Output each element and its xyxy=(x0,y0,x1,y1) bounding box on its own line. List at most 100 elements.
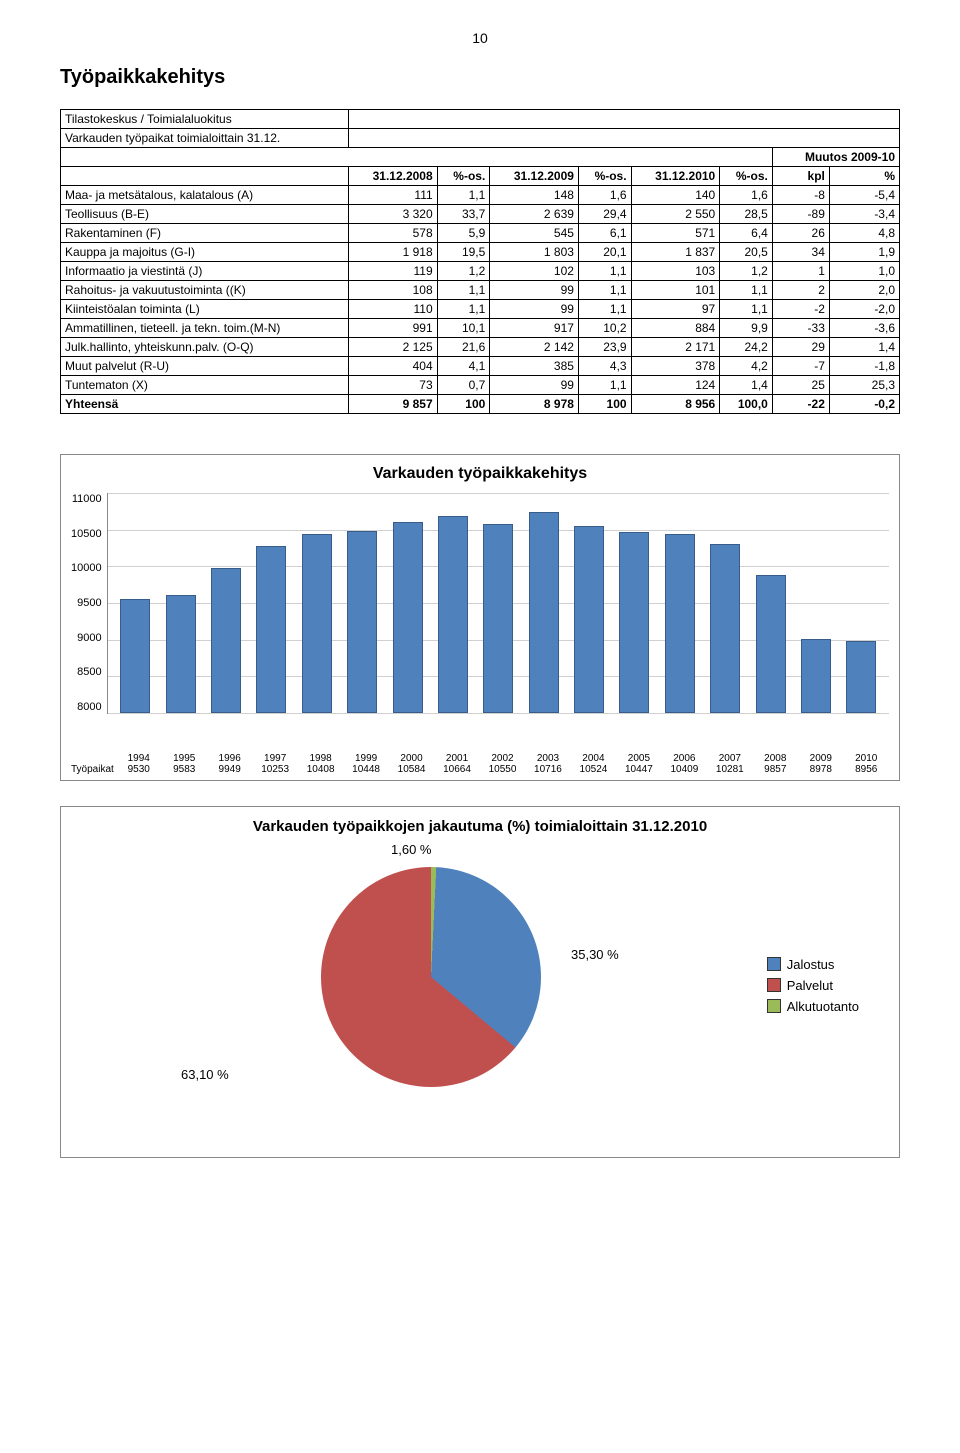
data-table: Tilastokeskus / Toimialaluokitus Varkaud… xyxy=(60,109,900,414)
cell: -5,4 xyxy=(829,186,899,205)
y-tick: 10000 xyxy=(71,562,102,574)
bar xyxy=(438,516,468,713)
x-year: 2010 xyxy=(851,753,881,764)
cell: 1,1 xyxy=(437,186,490,205)
col-header: 31.12.2010 xyxy=(631,167,720,186)
legend-swatch xyxy=(767,999,781,1013)
total-cell: 8 956 xyxy=(631,395,720,414)
col-header: %-os. xyxy=(720,167,773,186)
pie-label: 35,30 % xyxy=(571,947,619,962)
x-year: 2002 xyxy=(487,753,517,764)
cell: 29,4 xyxy=(578,205,631,224)
cell: 111 xyxy=(349,186,438,205)
total-cell: 100 xyxy=(578,395,631,414)
x-value: 10664 xyxy=(442,764,472,775)
cell: 23,9 xyxy=(578,338,631,357)
bar-chart: Varkauden työpaikkakehitys 1100010500100… xyxy=(60,454,900,781)
cell: 148 xyxy=(490,186,579,205)
cell: 4,1 xyxy=(437,357,490,376)
x-year: 1994 xyxy=(124,753,154,764)
legend-label: Jalostus xyxy=(787,957,835,972)
col-header: kpl xyxy=(772,167,829,186)
cell: 2 171 xyxy=(631,338,720,357)
row-label: Muut palvelut (R-U) xyxy=(61,357,349,376)
row-label: Kauppa ja majoitus (G-I) xyxy=(61,243,349,262)
cell: 917 xyxy=(490,319,579,338)
x-year: 2008 xyxy=(760,753,790,764)
x-year: 1998 xyxy=(306,753,336,764)
y-tick: 9500 xyxy=(77,597,101,609)
legend: Jalostus Palvelut Alkutuotanto xyxy=(767,957,859,1020)
cell: 34 xyxy=(772,243,829,262)
col-header: 31.12.2008 xyxy=(349,167,438,186)
cell: 29 xyxy=(772,338,829,357)
legend-item: Jalostus xyxy=(767,957,859,972)
cell: 102 xyxy=(490,262,579,281)
x-value: 10584 xyxy=(397,764,427,775)
cell: 10,2 xyxy=(578,319,631,338)
y-tick: 8500 xyxy=(77,666,101,678)
cell: -3,6 xyxy=(829,319,899,338)
series-label: Työpaikat xyxy=(71,764,116,775)
cell: 26 xyxy=(772,224,829,243)
y-tick: 10500 xyxy=(71,528,102,540)
total-cell: 9 857 xyxy=(349,395,438,414)
col-header: %-os. xyxy=(578,167,631,186)
table-meta: Varkauden työpaikat toimialoittain 31.12… xyxy=(61,129,349,148)
legend-item: Alkutuotanto xyxy=(767,999,859,1014)
cell: 108 xyxy=(349,281,438,300)
y-tick: 11000 xyxy=(72,493,102,505)
cell: 1,1 xyxy=(437,300,490,319)
total-cell: -0,2 xyxy=(829,395,899,414)
cell: 2 550 xyxy=(631,205,720,224)
cell: 20,5 xyxy=(720,243,773,262)
row-label: Rahoitus- ja vakuutustoiminta ((K) xyxy=(61,281,349,300)
x-year: 2003 xyxy=(533,753,563,764)
x-year: 2007 xyxy=(715,753,745,764)
x-value: 8956 xyxy=(851,764,881,775)
cell: 571 xyxy=(631,224,720,243)
col-header: 31.12.2009 xyxy=(490,167,579,186)
cell: 884 xyxy=(631,319,720,338)
row-label: Kiinteistöalan toiminta (L) xyxy=(61,300,349,319)
pie-label: 63,10 % xyxy=(181,1067,229,1082)
total-cell: -22 xyxy=(772,395,829,414)
legend-label: Alkutuotanto xyxy=(787,999,859,1014)
x-year: 1997 xyxy=(260,753,290,764)
bar xyxy=(619,532,649,713)
row-label: Informaatio ja viestintä (J) xyxy=(61,262,349,281)
x-value: 10524 xyxy=(578,764,608,775)
cell: 6,1 xyxy=(578,224,631,243)
cell: 0,7 xyxy=(437,376,490,395)
row-label: Rakentaminen (F) xyxy=(61,224,349,243)
x-year: 1996 xyxy=(215,753,245,764)
legend-label: Palvelut xyxy=(787,978,833,993)
pie xyxy=(321,867,541,1087)
cell: 1 918 xyxy=(349,243,438,262)
cell: 545 xyxy=(490,224,579,243)
cell: 25 xyxy=(772,376,829,395)
bar xyxy=(574,526,604,713)
bar xyxy=(120,599,150,713)
x-value: 10253 xyxy=(260,764,290,775)
pie-label: 1,60 % xyxy=(391,842,431,857)
cell: 119 xyxy=(349,262,438,281)
bar xyxy=(256,546,286,713)
cell: 9,9 xyxy=(720,319,773,338)
y-tick: 9000 xyxy=(77,632,101,644)
cell: 24,2 xyxy=(720,338,773,357)
row-label: Teollisuus (B-E) xyxy=(61,205,349,224)
cell: 4,2 xyxy=(720,357,773,376)
cell: 25,3 xyxy=(829,376,899,395)
x-year: 2004 xyxy=(578,753,608,764)
total-cell: 100,0 xyxy=(720,395,773,414)
bar xyxy=(302,534,332,713)
col-header: % xyxy=(829,167,899,186)
y-tick: 8000 xyxy=(77,701,101,713)
cell: 2,0 xyxy=(829,281,899,300)
cell: -8 xyxy=(772,186,829,205)
cell: -7 xyxy=(772,357,829,376)
cell: -33 xyxy=(772,319,829,338)
x-value: 10408 xyxy=(306,764,336,775)
cell: 1,2 xyxy=(437,262,490,281)
